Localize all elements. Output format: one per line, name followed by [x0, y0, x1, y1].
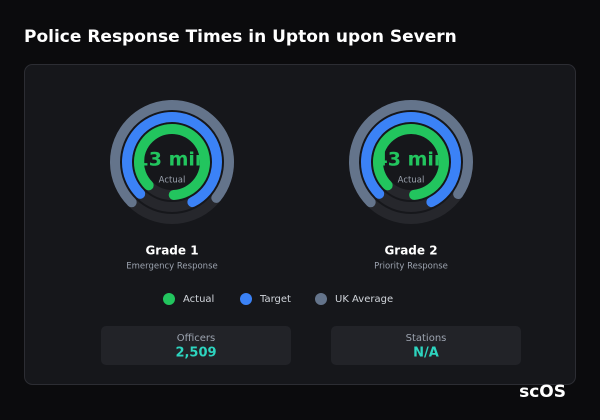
gauge-value: 13 min	[136, 149, 209, 171]
gauge-arc	[373, 124, 449, 200]
gauge-arc	[122, 112, 222, 208]
gauge-arc	[134, 124, 210, 200]
gauge-sublabel: Emergency Response	[126, 262, 217, 272]
gauge-arc	[110, 100, 234, 208]
legend-dot	[240, 293, 252, 305]
stat-box	[101, 326, 291, 365]
gauge-arc	[361, 112, 461, 208]
gauge-center-label: Actual	[159, 176, 186, 186]
watermark: scOS	[519, 382, 566, 402]
stat-label: Officers	[177, 333, 216, 344]
stat-value: 2,509	[175, 346, 216, 361]
stat-value: N/A	[413, 346, 439, 361]
gauge-label: Grade 2	[384, 244, 437, 258]
gauge-label: Grade 1	[145, 244, 198, 258]
legend-dot	[315, 293, 327, 305]
stat-box	[331, 326, 521, 365]
stat-label: Stations	[406, 333, 447, 344]
gauge-sublabel: Priority Response	[374, 262, 448, 272]
title: Police Response Times in Upton upon Seve…	[24, 27, 457, 47]
legend-dot	[163, 293, 175, 305]
legend-label: Target	[259, 294, 291, 305]
gauge-center-label: Actual	[398, 176, 425, 186]
legend-label: UK Average	[335, 294, 393, 305]
legend-label: Actual	[183, 294, 214, 305]
gauge-value: 43 min	[375, 149, 448, 171]
gauge-arc	[349, 100, 473, 208]
